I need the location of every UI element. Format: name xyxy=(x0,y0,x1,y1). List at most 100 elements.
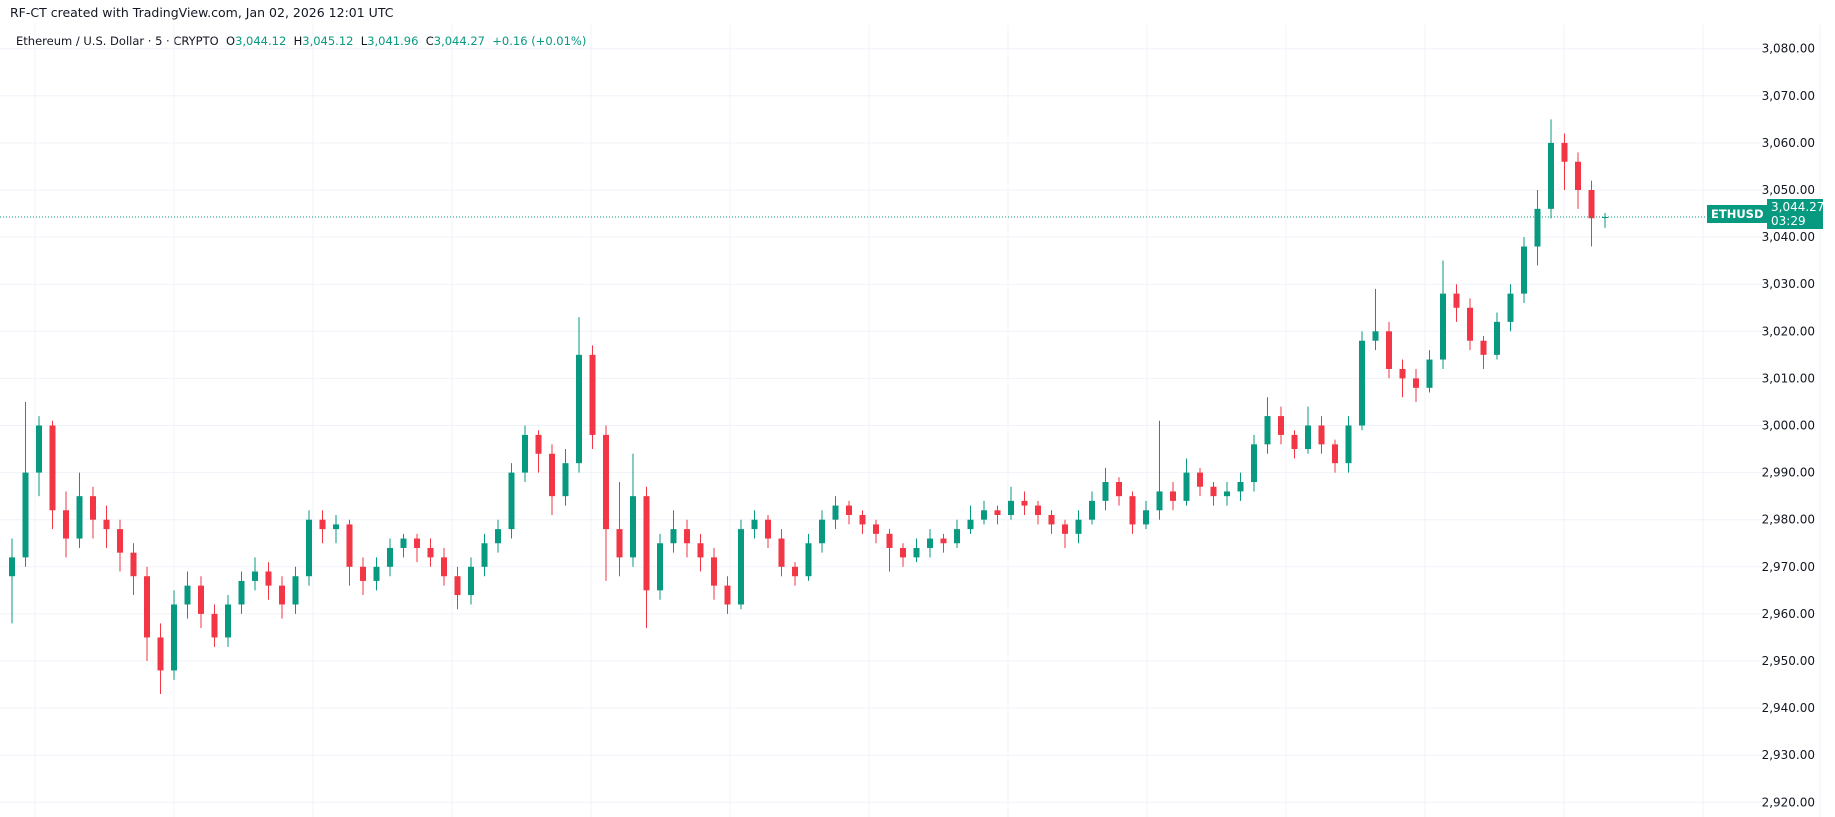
y-tick-label: 3,010.00 xyxy=(1762,371,1815,385)
candle-body xyxy=(211,613,218,638)
candle-body xyxy=(414,538,420,548)
candle-body xyxy=(1372,331,1379,341)
candle-body xyxy=(427,547,434,558)
candle-body xyxy=(1237,482,1244,492)
candle-body xyxy=(1116,482,1122,497)
candle-body xyxy=(684,529,690,544)
y-tick-label: 3,040.00 xyxy=(1762,230,1815,244)
candle-body xyxy=(184,585,191,605)
candle-body xyxy=(535,434,542,454)
last-price: 3,044.27 xyxy=(1771,200,1825,214)
candle-body xyxy=(1102,482,1109,501)
candle-body xyxy=(616,529,623,558)
candle-body xyxy=(1305,425,1311,450)
grid xyxy=(0,25,1821,817)
candle-body xyxy=(697,543,704,558)
candle-body xyxy=(252,571,258,581)
y-tick-label: 3,030.00 xyxy=(1762,277,1815,291)
y-tick-label: 3,020.00 xyxy=(1762,324,1815,338)
open-label: O xyxy=(226,34,236,48)
symbol-title[interactable]: Ethereum / U.S. Dollar · 5 · CRYPTO xyxy=(16,34,219,48)
close-label: C xyxy=(425,34,434,48)
candle-body xyxy=(1210,486,1217,497)
candle-body xyxy=(117,529,123,553)
candle-body xyxy=(238,580,245,605)
candle-body xyxy=(751,519,758,530)
y-tick-label: 3,050.00 xyxy=(1762,183,1815,197)
candle-body xyxy=(913,547,920,558)
candle-body xyxy=(333,524,339,530)
candle-body xyxy=(1035,505,1041,515)
candle-body xyxy=(711,557,717,586)
candle-body xyxy=(1399,368,1406,379)
candle-body xyxy=(603,434,609,530)
close-value: 3,044.27 xyxy=(433,34,485,48)
candle-body xyxy=(49,425,56,511)
candle-body xyxy=(441,557,447,577)
candle-body xyxy=(792,566,798,577)
candle-body xyxy=(1480,340,1487,355)
candle-body xyxy=(454,576,461,596)
candle-body xyxy=(1332,444,1338,464)
candle-body xyxy=(1548,142,1554,209)
y-tick-label: 3,000.00 xyxy=(1762,419,1815,433)
candle-body xyxy=(1453,293,1460,308)
candle-body xyxy=(171,604,177,671)
candle-body xyxy=(225,604,231,638)
candle-body xyxy=(292,576,299,605)
candle-body xyxy=(927,538,933,548)
candle-body xyxy=(265,571,272,586)
candle-body xyxy=(373,566,380,581)
price-chart[interactable]: 2,920.00 2,930.00 2,940.00 2,950.00 2,960.00… xyxy=(0,25,1835,817)
candle-body xyxy=(657,543,663,591)
candle-body xyxy=(886,533,893,548)
candle-body xyxy=(387,547,393,567)
candle-body xyxy=(1318,425,1325,445)
candle-body xyxy=(1264,416,1271,445)
y-tick-label: 2,970.00 xyxy=(1762,560,1815,574)
candle-body xyxy=(1008,500,1014,515)
candle-body xyxy=(306,519,312,577)
candle-body xyxy=(1386,331,1392,369)
candle-body xyxy=(1278,416,1284,435)
candle-body xyxy=(765,519,771,539)
chart-credit: RF-CT created with TradingView.com, Jan … xyxy=(10,5,394,20)
candle-body xyxy=(819,519,825,544)
candle-body xyxy=(738,529,744,605)
candle-body xyxy=(157,637,164,671)
candle-body xyxy=(319,519,326,530)
last-price-tag: 3,044.27 03:29 xyxy=(1767,199,1825,229)
candles xyxy=(0,119,1768,694)
candle-body xyxy=(1143,510,1149,525)
candle-body xyxy=(1291,434,1298,450)
candle-body xyxy=(481,543,488,567)
candle-body xyxy=(967,519,974,530)
candle-body xyxy=(468,566,474,596)
candle-body xyxy=(1021,500,1028,506)
candle-body xyxy=(549,453,555,497)
candle-body xyxy=(873,524,879,534)
price-axis: 2,920.00 2,930.00 2,940.00 2,950.00 2,960.00… xyxy=(1762,42,1815,810)
candle-body xyxy=(1507,293,1514,322)
high-label: H xyxy=(293,34,303,48)
candle-body xyxy=(22,472,29,558)
candle-body xyxy=(954,529,960,544)
change-value: +0.16 (+0.01%) xyxy=(492,34,587,48)
y-tick-label: 3,060.00 xyxy=(1762,136,1815,150)
high-value: 3,045.12 xyxy=(302,34,354,48)
candle-body xyxy=(90,496,96,520)
candle-body xyxy=(1426,359,1433,388)
candle-body xyxy=(63,510,69,539)
candle-body xyxy=(1561,142,1568,162)
candle-body xyxy=(198,585,204,614)
candle-body xyxy=(1224,491,1230,497)
y-tick-label: 2,940.00 xyxy=(1762,701,1815,715)
bar-countdown: 03:29 xyxy=(1771,214,1806,228)
candle-body xyxy=(805,543,812,577)
candle-body xyxy=(1183,472,1190,501)
y-tick-label: 2,990.00 xyxy=(1762,466,1815,480)
candle-body xyxy=(1089,500,1095,520)
candle-body xyxy=(859,514,866,525)
candle-body xyxy=(36,425,42,473)
candle-body xyxy=(778,538,785,567)
